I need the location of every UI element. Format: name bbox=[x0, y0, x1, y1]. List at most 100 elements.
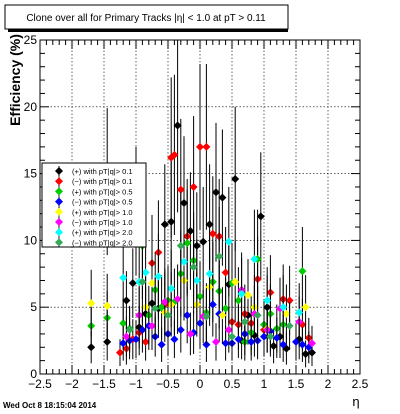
data-point bbox=[164, 311, 172, 320]
legend: (+) with pT|q|> 0.1(−) with pT|q|> 0.1(+… bbox=[41, 162, 147, 248]
x-axis-label: η bbox=[352, 394, 359, 409]
data-point bbox=[196, 142, 204, 151]
y-tick-label: 10 bbox=[24, 233, 38, 247]
data-point bbox=[292, 337, 300, 346]
data-point bbox=[189, 263, 198, 272]
data-point bbox=[125, 325, 134, 334]
data-point bbox=[231, 277, 240, 286]
legend-marker bbox=[55, 177, 63, 186]
data-point bbox=[199, 237, 208, 246]
x-tick-label: 0.5 bbox=[224, 377, 241, 391]
data-point bbox=[189, 182, 198, 191]
data-point bbox=[183, 311, 192, 320]
x-tick-label: 0 bbox=[197, 377, 204, 391]
y-axis-label: Efficiency (%) bbox=[7, 34, 23, 126]
legend-marker bbox=[55, 218, 63, 226]
data-point bbox=[157, 340, 166, 349]
data-point bbox=[272, 333, 281, 342]
data-point bbox=[212, 188, 220, 197]
data-point bbox=[138, 277, 147, 286]
x-tick-label: 2 bbox=[325, 377, 332, 391]
legend-marker bbox=[55, 167, 63, 175]
data-point bbox=[221, 304, 230, 313]
data-point bbox=[128, 279, 137, 288]
y-tick-label: 25 bbox=[24, 33, 38, 47]
data-point bbox=[218, 193, 227, 202]
axes: −2.5 −2 −1.5 −1 −0.5 0 0.5 1 1.5 2 2.5 0 5 10 15 20 25 bbox=[24, 33, 369, 391]
data-point bbox=[122, 296, 131, 305]
legend-entry-label: (−) with pT|q|> 1.0 bbox=[72, 218, 133, 227]
data-point bbox=[260, 332, 268, 341]
series-7 bbox=[125, 192, 294, 357]
legend-marker bbox=[55, 207, 63, 216]
data-point bbox=[269, 341, 278, 350]
data-point bbox=[298, 267, 307, 276]
data-point bbox=[250, 255, 259, 264]
data-point bbox=[148, 279, 156, 288]
data-point bbox=[205, 269, 214, 278]
data-point bbox=[192, 276, 201, 285]
data-point bbox=[253, 311, 262, 320]
data-point bbox=[247, 337, 256, 346]
data-point bbox=[186, 329, 195, 338]
data-point bbox=[237, 289, 246, 298]
legend-entry-label: (−) with pT|q|> 0.5 bbox=[72, 198, 133, 207]
legend-marker bbox=[55, 238, 63, 247]
data-point bbox=[240, 317, 249, 326]
data-point bbox=[119, 319, 128, 328]
data-point bbox=[215, 252, 224, 261]
data-point bbox=[301, 349, 310, 358]
data-point bbox=[266, 332, 275, 341]
x-tick-label: −1 bbox=[129, 377, 143, 391]
data-point bbox=[170, 335, 179, 344]
data-point bbox=[180, 198, 188, 207]
y-tick-label: 20 bbox=[24, 100, 38, 114]
x-tick-label: −0.5 bbox=[156, 377, 180, 391]
data-point bbox=[279, 340, 288, 349]
y-tick-label: 15 bbox=[24, 167, 38, 181]
title-box-shadow bbox=[8, 29, 288, 32]
timestamp: Wed Oct 8 18:15:04 2014 bbox=[3, 401, 97, 410]
data-point bbox=[87, 299, 96, 308]
data-point bbox=[244, 291, 252, 300]
data-point bbox=[119, 339, 128, 348]
data-point bbox=[180, 257, 188, 266]
data-point bbox=[148, 321, 156, 330]
data-point bbox=[298, 340, 307, 349]
data-point bbox=[285, 296, 294, 305]
data-point bbox=[208, 300, 217, 309]
data-point bbox=[173, 295, 182, 304]
data-point bbox=[263, 296, 272, 305]
data-point bbox=[295, 308, 304, 317]
data-point bbox=[208, 229, 217, 238]
legend-marker bbox=[55, 228, 63, 237]
data-point bbox=[221, 268, 230, 277]
data-point bbox=[218, 311, 227, 320]
data-point bbox=[183, 239, 192, 248]
x-tick-label: −2 bbox=[65, 377, 79, 391]
x-tick-label: −2.5 bbox=[28, 377, 52, 391]
data-point bbox=[151, 304, 160, 313]
data-point bbox=[141, 337, 150, 346]
data-point bbox=[154, 272, 163, 281]
data-point bbox=[132, 335, 140, 344]
data-point bbox=[234, 296, 243, 305]
data-point bbox=[196, 292, 204, 301]
data-point bbox=[196, 319, 204, 328]
legend-entry-label: (+) with pT|q|> 0.1 bbox=[72, 167, 133, 176]
y-tick-label: 5 bbox=[30, 300, 37, 314]
legend-marker bbox=[55, 187, 63, 196]
y-tick-label: 0 bbox=[30, 367, 37, 381]
legend-entry-label: (+) with pT|q|> 0.5 bbox=[72, 187, 133, 196]
data-point bbox=[173, 121, 182, 130]
data-point bbox=[308, 339, 316, 348]
data-point bbox=[176, 241, 185, 250]
data-point bbox=[160, 220, 169, 229]
x-tick-label: 1.5 bbox=[288, 377, 305, 391]
data-point bbox=[231, 174, 240, 183]
data-point bbox=[205, 220, 214, 229]
data-point bbox=[224, 237, 233, 246]
data-point bbox=[141, 268, 150, 277]
legend-entry-label: (+) with pT|q|> 2.0 bbox=[72, 228, 133, 237]
